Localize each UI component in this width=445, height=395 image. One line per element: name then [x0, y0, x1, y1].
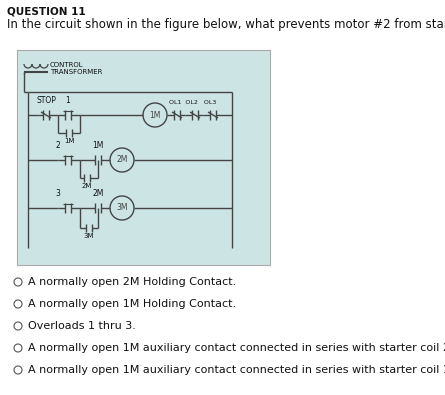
Text: In the circuit shown in the figure below, what prevents motor #2 from starting b: In the circuit shown in the figure below…	[7, 18, 445, 31]
Text: A normally open 1M auxiliary contact connected in series with starter coil 1M: A normally open 1M auxiliary contact con…	[28, 365, 445, 375]
Text: 2M: 2M	[82, 183, 92, 189]
Text: 1M: 1M	[92, 141, 104, 150]
Text: Overloads 1 thru 3.: Overloads 1 thru 3.	[28, 321, 136, 331]
Text: OL1  OL2   OL3: OL1 OL2 OL3	[169, 100, 216, 105]
Text: A normally open 1M Holding Contact.: A normally open 1M Holding Contact.	[28, 299, 236, 309]
Text: 1M: 1M	[150, 111, 161, 120]
Text: 3M: 3M	[116, 203, 128, 213]
Text: A normally open 1M auxiliary contact connected in series with starter coil 2M: A normally open 1M auxiliary contact con…	[28, 343, 445, 353]
Text: 1: 1	[65, 96, 70, 105]
Text: 1M: 1M	[64, 138, 74, 144]
Text: 3: 3	[56, 189, 61, 198]
Text: QUESTION 11: QUESTION 11	[7, 6, 85, 16]
Text: 3M: 3M	[84, 233, 94, 239]
Text: 2: 2	[56, 141, 61, 150]
Bar	[17, 50, 270, 265]
Text: STOP: STOP	[36, 96, 56, 105]
Text: TRANSFORMER: TRANSFORMER	[50, 69, 102, 75]
Text: CONTROL: CONTROL	[50, 62, 84, 68]
Text: A normally open 2M Holding Contact.: A normally open 2M Holding Contact.	[28, 277, 236, 287]
Text: 2M: 2M	[92, 189, 104, 198]
Text: 2M: 2M	[116, 156, 128, 164]
